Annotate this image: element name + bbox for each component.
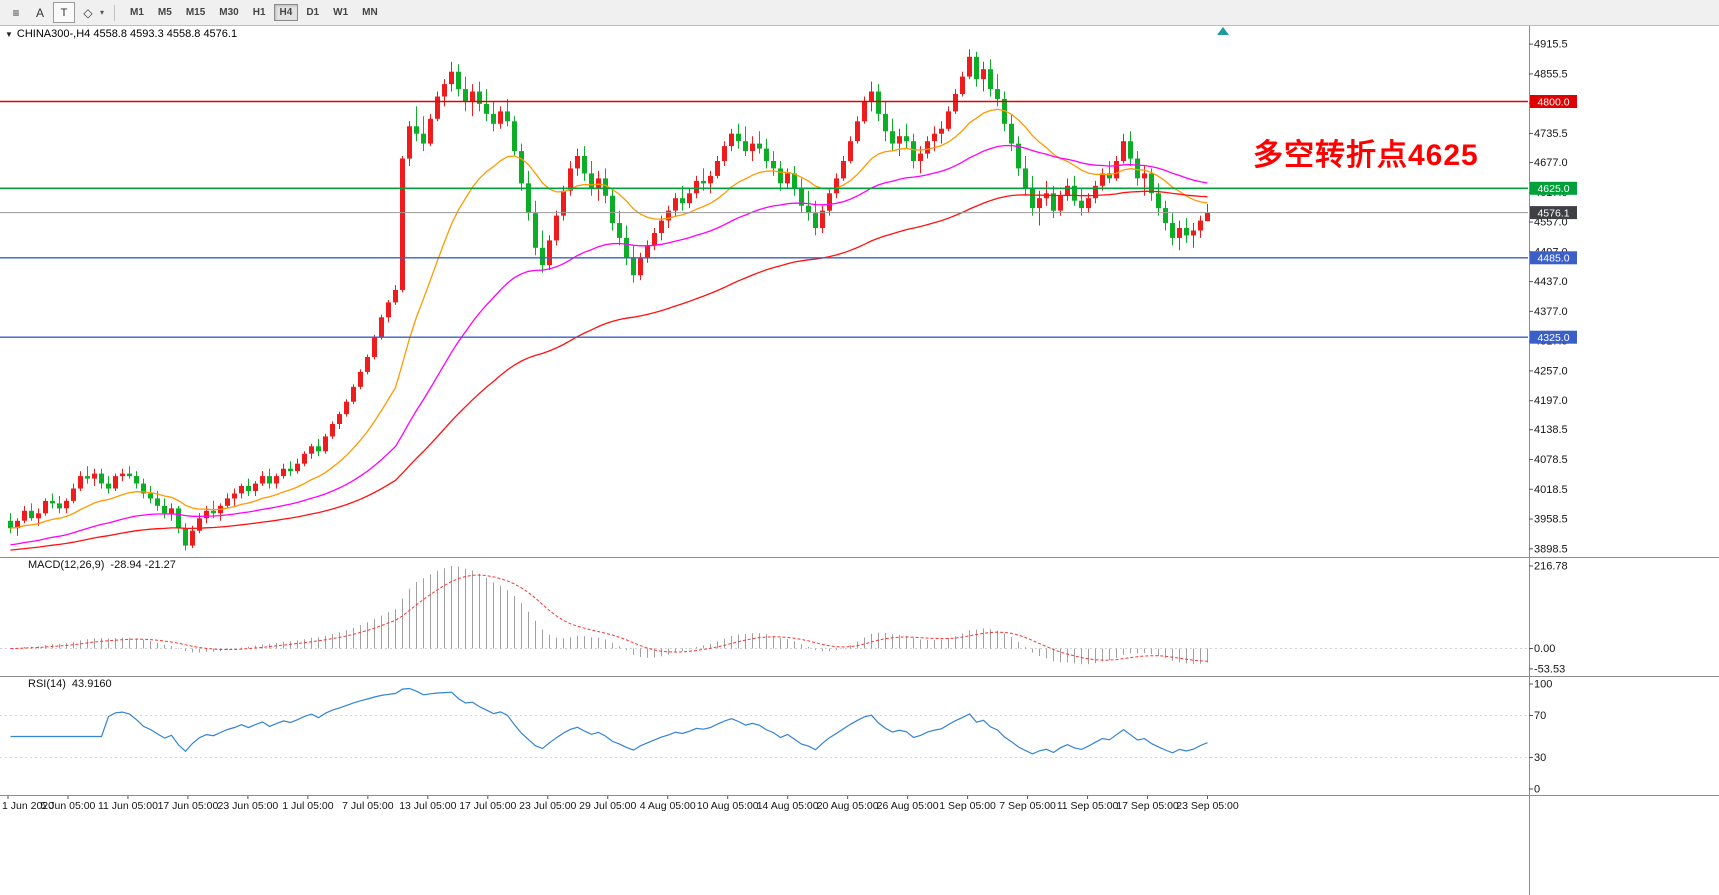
svg-text:4197.0: 4197.0	[1534, 395, 1568, 407]
svg-text:1 Jun 2020: 1 Jun 2020	[2, 800, 54, 812]
timeframe-button-h1[interactable]: H1	[252, 7, 266, 18]
toolbar-separator	[114, 4, 116, 21]
price-badge	[1530, 206, 1577, 220]
svg-text:4915.5: 4915.5	[1534, 39, 1568, 51]
shapes-icon[interactable]: ◇	[83, 5, 93, 20]
rsi-name: RSI(14)	[28, 678, 66, 690]
candlestick-series	[8, 49, 1210, 551]
shift-marker-icon[interactable]	[1217, 27, 1229, 35]
svg-text:26 Aug 05:00: 26 Aug 05:00	[877, 800, 939, 812]
price-badge	[1530, 95, 1577, 108]
svg-text:11 Jun 05:00: 11 Jun 05:00	[98, 800, 158, 812]
price-badge	[1530, 330, 1577, 344]
svg-text:4800.0: 4800.0	[1537, 96, 1569, 108]
timeframe-button-m5[interactable]: M5	[157, 7, 172, 18]
svg-text:4625.0: 4625.0	[1537, 183, 1569, 195]
svg-text:7 Jul 05:00: 7 Jul 05:00	[342, 800, 394, 812]
svg-text:216.78: 216.78	[1534, 561, 1568, 573]
svg-text:5 Jun 05:00: 5 Jun 05:00	[41, 800, 96, 812]
svg-text:-53.53: -53.53	[1534, 663, 1565, 675]
textbox-icon[interactable]: T	[53, 2, 75, 23]
svg-text:4 Aug 05:00: 4 Aug 05:00	[640, 800, 696, 812]
chart-shift-icon[interactable]: ≡	[12, 5, 20, 20]
svg-text:3958.5: 3958.5	[1534, 514, 1568, 526]
svg-text:23 Jun 05:00: 23 Jun 05:00	[218, 800, 279, 812]
toolbar: ≡ A T ◇ ▾ M1 M5 M15 M30 H1 H4 D1 W1 MN	[0, 0, 1719, 26]
svg-text:23 Jul 05:00: 23 Jul 05:00	[519, 800, 576, 812]
svg-text:4677.0: 4677.0	[1534, 157, 1568, 169]
svg-text:4377.0: 4377.0	[1534, 306, 1568, 318]
svg-text:7 Sep 05:00: 7 Sep 05:00	[999, 800, 1056, 812]
svg-text:3898.5: 3898.5	[1534, 543, 1568, 555]
timeframe-bar: M1 M5 M15 M30 H1 H4 D1 W1 MN	[123, 4, 385, 21]
rsi-panel: 100 70 30 0	[0, 679, 1552, 796]
toolbar-tools: ≡ A T ◇ ▾	[0, 2, 106, 23]
svg-text:30: 30	[1534, 752, 1546, 764]
svg-text:0: 0	[1534, 784, 1540, 796]
chart-header: ▼ CHINA300-,H4 4558.8 4593.3 4558.8 4576…	[5, 28, 237, 40]
svg-text:13 Jul 05:00: 13 Jul 05:00	[399, 800, 456, 812]
rsi-value: 43.9160	[71, 678, 112, 690]
svg-text:1 Jul 05:00: 1 Jul 05:00	[282, 800, 334, 812]
svg-text:4257.0: 4257.0	[1534, 365, 1568, 377]
svg-text:17 Jul 05:00: 17 Jul 05:00	[459, 800, 516, 812]
svg-text:4557.0: 4557.0	[1534, 217, 1568, 229]
rsi-line	[10, 687, 1208, 755]
svg-text:1 Sep 05:00: 1 Sep 05:00	[939, 800, 996, 812]
price-badge	[1530, 181, 1577, 195]
svg-text:23 Sep 05:00: 23 Sep 05:00	[1176, 800, 1239, 812]
price-axis[interactable]: 4915.54855.54795.54735.54677.04617.04557…	[1529, 39, 1577, 556]
svg-text:11 Sep 05:00: 11 Sep 05:00	[1057, 800, 1119, 812]
ma-line-90	[10, 190, 1208, 551]
svg-text:4485.0: 4485.0	[1537, 253, 1569, 265]
svg-text:14 Aug 05:00: 14 Aug 05:00	[757, 800, 819, 812]
svg-text:29 Jul 05:00: 29 Jul 05:00	[579, 800, 636, 812]
macd-name: MACD(12,26,9)	[28, 559, 105, 571]
svg-text:4325.0: 4325.0	[1537, 332, 1569, 344]
rsi-label: RSI(14) 43.9160	[28, 678, 112, 690]
svg-text:70: 70	[1534, 710, 1546, 722]
timeframe-button-w1[interactable]: W1	[333, 7, 349, 18]
svg-text:17 Sep 05:00: 17 Sep 05:00	[1116, 800, 1179, 812]
symbol-ohlc-label: CHINA300-,H4 4558.8 4593.3 4558.8 4576.1	[16, 28, 238, 40]
svg-text:0.00: 0.00	[1534, 643, 1555, 655]
macd-signal-line	[10, 574, 1208, 662]
text-annotation-icon[interactable]: A	[35, 5, 44, 20]
svg-text:10 Aug 05:00: 10 Aug 05:00	[697, 800, 759, 812]
svg-text:20 Aug 05:00: 20 Aug 05:00	[817, 800, 879, 812]
svg-text:4855.5: 4855.5	[1534, 68, 1568, 80]
annotation-text: 多空转折点4625	[1253, 139, 1479, 172]
svg-text:4576.1: 4576.1	[1537, 207, 1569, 219]
timeframe-button-h4[interactable]: H4	[273, 4, 299, 21]
svg-text:4078.5: 4078.5	[1534, 454, 1568, 466]
svg-text:17 Jun 05:00: 17 Jun 05:00	[158, 800, 219, 812]
macd-panel: 216.78 0.00 -53.53	[0, 561, 1568, 675]
hline-layer	[0, 100, 1528, 338]
svg-text:4437.0: 4437.0	[1534, 276, 1568, 288]
timeframe-button-m30[interactable]: M30	[219, 7, 239, 18]
shapes-dropdown-caret-icon[interactable]: ▾	[100, 8, 105, 17]
macd-values: -28.94 -21.27	[110, 559, 176, 571]
svg-text:100: 100	[1534, 679, 1552, 691]
ma-line-48	[10, 144, 1208, 546]
svg-text:4138.5: 4138.5	[1534, 424, 1568, 436]
price-badge	[1530, 251, 1577, 265]
timeframe-button-mn[interactable]: MN	[362, 7, 378, 18]
timeframe-button-d1[interactable]: D1	[306, 7, 320, 18]
collapse-icon[interactable]: ▼	[5, 29, 13, 39]
svg-text:4018.5: 4018.5	[1534, 484, 1568, 496]
svg-text:4735.5: 4735.5	[1534, 128, 1568, 140]
timeframe-button-m15[interactable]: M15	[185, 7, 206, 18]
macd-label: MACD(12,26,9) -28.94 -21.27	[28, 559, 176, 571]
ma-line-18	[10, 108, 1208, 529]
timeframe-button-m1[interactable]: M1	[130, 7, 144, 18]
